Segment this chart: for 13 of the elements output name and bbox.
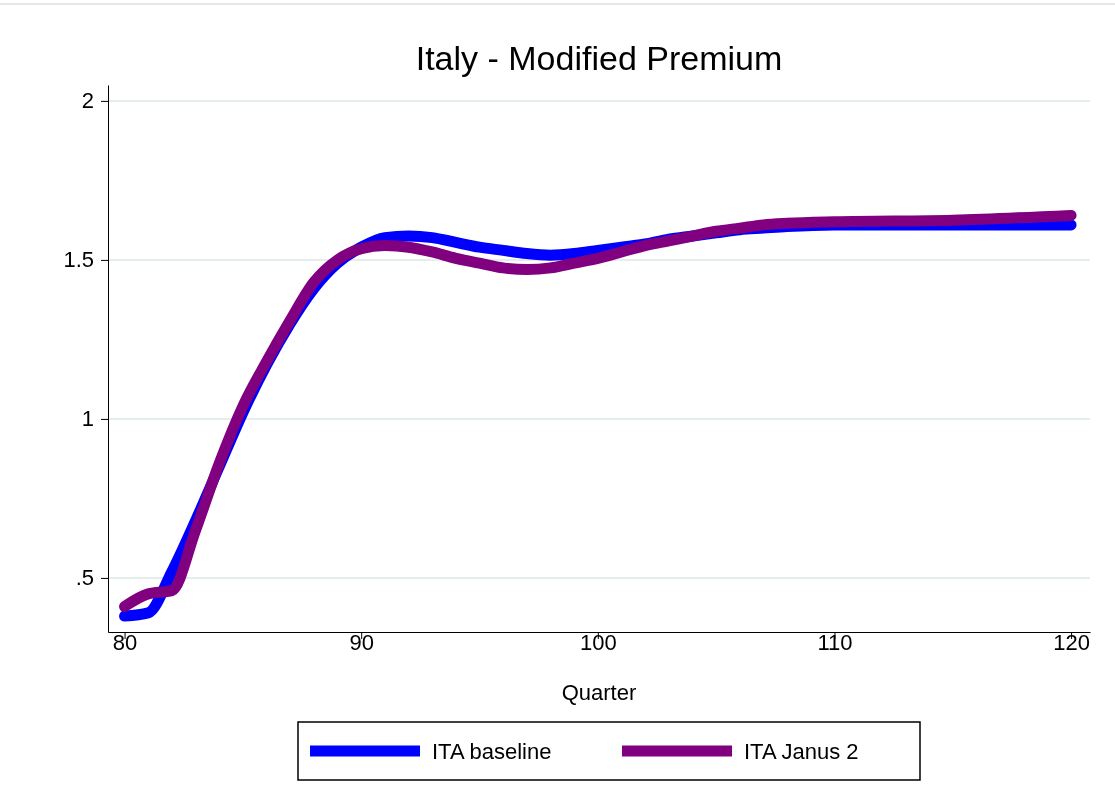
y-tick-label: 2 [81, 88, 94, 114]
legend-label: ITA Janus 2 [744, 739, 859, 764]
y-tick-label: 1 [81, 406, 94, 432]
x-tick-label: 110 [817, 630, 853, 655]
x-tick-label: 80 [112, 630, 138, 655]
legend-label: ITA baseline [432, 739, 552, 764]
y-tick-label: .5 [75, 565, 94, 591]
x-axis-title: Quarter [561, 680, 637, 705]
x-tick-label: 100 [579, 630, 617, 655]
y-tick-label: 1.5 [63, 247, 94, 273]
x-tick-label: 120 [1053, 630, 1090, 655]
chart-title: Italy - Modified Premium [415, 39, 783, 77]
x-tick-label: 90 [349, 630, 374, 655]
